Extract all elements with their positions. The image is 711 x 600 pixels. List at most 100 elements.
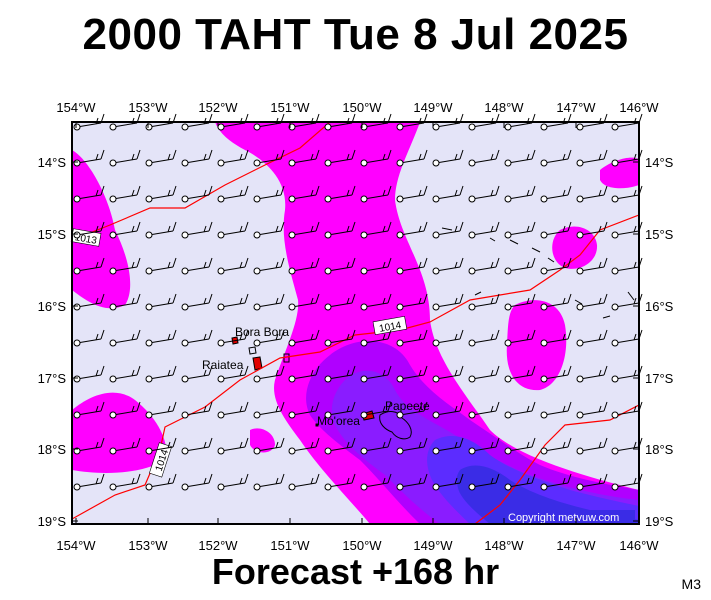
wind-barb: [504, 473, 536, 491]
wind-barb: [396, 329, 428, 347]
wind-barb: [217, 329, 249, 347]
wind-barb: [432, 185, 464, 203]
wind-barb: [576, 293, 608, 311]
wind-barb: [145, 257, 177, 275]
rain-area-deepblue: [456, 465, 639, 524]
wind-barb: [73, 257, 105, 275]
wind-barb: [576, 365, 608, 383]
lon-label-bottom: 150°W: [342, 538, 382, 553]
lon-label-bottom: 154°W: [56, 538, 96, 553]
wind-barb: [288, 257, 320, 275]
lon-label-top: 149°W: [413, 100, 453, 115]
wind-barb: [217, 401, 249, 419]
wind-barb: [468, 329, 500, 347]
wind-barb: [396, 401, 428, 419]
wind-barb: [181, 293, 213, 311]
wind-barb: [468, 401, 500, 419]
wind-barb: [360, 473, 392, 491]
lat-label-right: 18°S: [645, 442, 674, 457]
wind-barb: [253, 365, 285, 383]
wind-barb: [540, 473, 572, 491]
wind-barb: [540, 329, 572, 347]
copyright: Copyright metvuw.com: [505, 510, 635, 524]
wind-barb: [360, 221, 392, 239]
wind-barb: [324, 293, 356, 311]
atoll-6: [602, 315, 611, 319]
wind-barb: [611, 401, 643, 419]
lat-label-left: 18°S: [38, 442, 67, 457]
atoll-9: [547, 257, 555, 263]
lon-label-bottom: 152°W: [198, 538, 238, 553]
wind-barb: [288, 221, 320, 239]
wind-barb: [468, 293, 500, 311]
lat-label-left: 19°S: [38, 514, 67, 529]
wind-barb: [360, 113, 392, 131]
wind-barb: [217, 365, 249, 383]
wind-barb: [360, 329, 392, 347]
wind-barb: [504, 221, 536, 239]
lat-label-right: 15°S: [645, 227, 674, 242]
isobar-1013: [72, 122, 331, 241]
wind-barb: [109, 329, 141, 347]
lat-label-right: 16°S: [645, 299, 674, 314]
wind-barb: [504, 293, 536, 311]
wind-barb: [181, 257, 213, 275]
wind-barb: [109, 293, 141, 311]
page-title: 2000 TAHT Tue 8 Jul 2025: [82, 10, 629, 59]
wind-barb: [145, 329, 177, 347]
wind-barb: [468, 473, 500, 491]
wind-barb: [432, 473, 464, 491]
lon-label-bottom: 148°W: [484, 538, 524, 553]
rain-area-northeast: [552, 226, 598, 269]
wind-barb: [396, 257, 428, 275]
wind-barb: [432, 365, 464, 383]
wind-barb: [396, 293, 428, 311]
wind-barb: [288, 401, 320, 419]
wind-barb: [324, 365, 356, 383]
rain-area-south-small: [250, 428, 275, 453]
wind-barb: [396, 437, 428, 455]
wind-barb: [181, 473, 213, 491]
lat-label-left: 16°S: [38, 299, 67, 314]
wind-barb: [324, 221, 356, 239]
wind-barb: [145, 365, 177, 383]
wind-barb: [109, 149, 141, 167]
wind-barb: [73, 185, 105, 203]
wind-barb: [73, 149, 105, 167]
wind-barb: [611, 149, 643, 167]
rain-area-southwest: [72, 392, 167, 473]
wind-barb: [432, 257, 464, 275]
wind-barb: [109, 473, 141, 491]
atoll-4: [531, 247, 541, 253]
wind-barb: [504, 185, 536, 203]
wind-barb: [288, 437, 320, 455]
wind-barb: [109, 365, 141, 383]
wind-barb: [540, 149, 572, 167]
atoll-7: [627, 291, 635, 301]
island-tahaa: [248, 346, 257, 355]
map-frame: [71, 121, 640, 525]
axes: 154°W 154°W 153°W 153°W 152°W 152°W 151°W 151°W…: [38, 100, 674, 553]
lon-label-bottom: 147°W: [556, 538, 596, 553]
isobar-label-1014-north: 1014: [378, 320, 402, 335]
wind-barb: [109, 185, 141, 203]
wind-barb: [73, 401, 105, 419]
forecast-label: Forecast +168 hr: [211, 551, 500, 592]
lat-label-left: 14°S: [38, 155, 67, 170]
lon-label-top: 152°W: [198, 100, 238, 115]
wind-barb: [576, 401, 608, 419]
atoll-8: [489, 237, 496, 242]
wind-barb: [288, 149, 320, 167]
wind-barb: [253, 149, 285, 167]
wind-barb: [288, 329, 320, 347]
wind-barb: [360, 149, 392, 167]
wind-barb: [540, 401, 572, 419]
wind-barb: [253, 473, 285, 491]
place-label-moorea: Mo'orea: [317, 414, 360, 428]
wind-barb: [432, 221, 464, 239]
wind-barb: [73, 329, 105, 347]
wind-barb: [468, 365, 500, 383]
wind-barb: [360, 401, 392, 419]
wind-barb: [540, 365, 572, 383]
wind-barb: [432, 401, 464, 419]
